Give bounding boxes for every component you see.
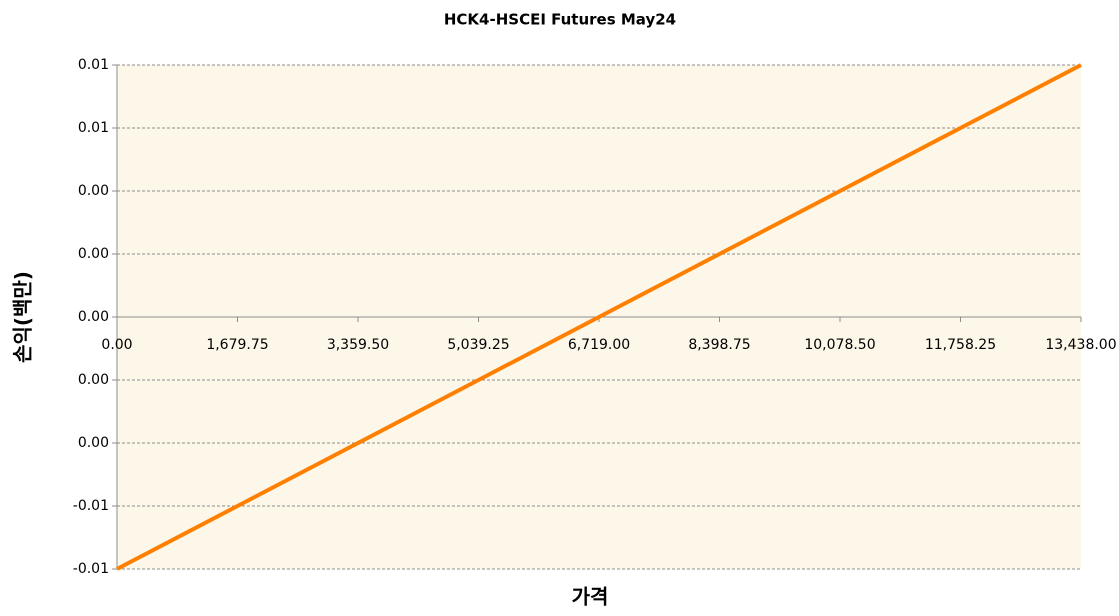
y-axis-title: 손익(백만) — [11, 271, 35, 363]
y-tick-label: 0.00 — [78, 183, 109, 199]
x-tick-label: 5,039.25 — [447, 337, 509, 353]
chart-title: HCK4-HSCEI Futures May24 — [444, 11, 676, 29]
y-tick-label: 0.01 — [78, 120, 109, 136]
y-tick-label: -0.01 — [73, 561, 109, 577]
y-tick-label: 0.00 — [78, 435, 109, 451]
line-series — [116, 63, 1082, 571]
x-tick-label: 10,078.50 — [804, 337, 875, 353]
y-tick-label: 0.00 — [78, 309, 109, 325]
y-tick-label: 0.00 — [78, 372, 109, 388]
x-tick-label: 1,679.75 — [206, 337, 268, 353]
y-tick-label: -0.01 — [73, 498, 109, 514]
x-tick-label: 0.00 — [101, 337, 132, 353]
x-tick-label: 13,438.00 — [1045, 337, 1116, 353]
x-tick-label: 3,359.50 — [327, 337, 389, 353]
x-axis-title: 가격 — [572, 585, 609, 609]
x-tick-label: 6,719.00 — [568, 337, 630, 353]
x-tick-label: 11,758.25 — [925, 337, 996, 353]
x-tick-label: 8,398.75 — [688, 337, 750, 353]
y-tick-label: 0.00 — [78, 246, 109, 262]
y-tick-label: 0.01 — [78, 57, 109, 73]
